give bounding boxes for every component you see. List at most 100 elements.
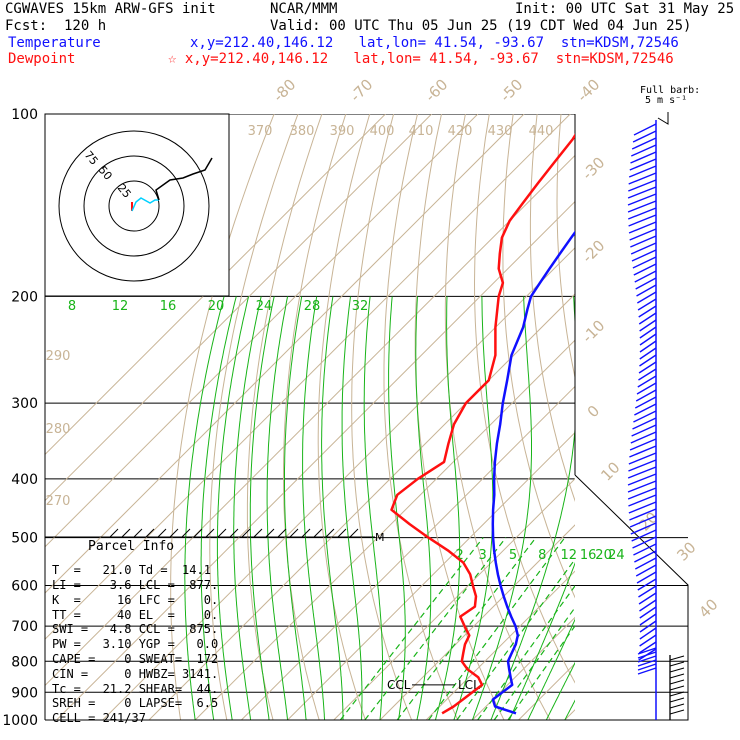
- lower-barb: [669, 661, 685, 667]
- dry-adiabat-line: [583, 114, 740, 720]
- dry-adiabat-line: [681, 114, 740, 720]
- mixing-ratio-label: 3: [478, 548, 486, 563]
- wind-barb: [637, 298, 657, 311]
- hatch-mark: [289, 528, 299, 538]
- moist-adiabat-label: 32: [352, 299, 369, 314]
- wind-barb: [637, 659, 657, 667]
- hatch-mark: [277, 528, 287, 538]
- isotherm-line: [45, 114, 571, 640]
- mixing-ratio-label: 12: [561, 548, 578, 563]
- parcel-info-row: LI = 3.6 LCL = 877.: [52, 578, 219, 592]
- moist-adiabat-line: [284, 296, 307, 720]
- wind-barb: [627, 487, 657, 500]
- moist-adiabat-line: [363, 296, 383, 720]
- isobar-label: 500: [11, 531, 38, 547]
- wind-barb: [639, 340, 657, 353]
- mixing-ratio-line: [364, 537, 507, 720]
- hatch-mark: [241, 528, 251, 538]
- wind-barb: [629, 445, 657, 458]
- dry-adiabat-line: [705, 114, 740, 720]
- moist-adiabat-line: [200, 296, 237, 720]
- wind-barb: [638, 641, 657, 654]
- lower-barb: [669, 673, 685, 679]
- theta-label: 280: [46, 422, 71, 437]
- isotherm-label: -10: [578, 316, 608, 346]
- isotherm-label: -60: [421, 75, 451, 105]
- wind-barb: [630, 522, 657, 535]
- moist-adiabat-label: 24: [256, 299, 273, 314]
- isotherm-label: -30: [578, 153, 608, 183]
- isotherm-label: -70: [346, 75, 376, 105]
- parcel-info-row: TT = 40 EL = 0.: [52, 608, 219, 622]
- isobar-label: 100: [11, 107, 38, 123]
- barb-key-icon: [657, 112, 669, 125]
- moist-adiabat-line: [184, 296, 225, 720]
- temperature-profile: [491, 230, 575, 715]
- wind-barb: [634, 396, 657, 409]
- wind-barb: [638, 312, 657, 325]
- wind-barb: [639, 319, 657, 332]
- wind-barb: [631, 529, 657, 542]
- wind-barb: [632, 536, 657, 549]
- moist-adiabat-line: [302, 296, 326, 720]
- dry-adiabat-line: [170, 114, 275, 720]
- lower-barb: [669, 667, 685, 673]
- header-org: NCAR/MMM: [270, 1, 338, 17]
- moist-adiabat-line: [233, 296, 262, 720]
- mixing-ratio-line: [456, 558, 575, 720]
- wind-barb: [637, 655, 657, 663]
- lower-barb: [669, 691, 685, 697]
- dry-adiabat-line: [317, 114, 371, 720]
- wind-barb: [630, 151, 657, 164]
- isotherm-line: [611, 114, 740, 720]
- dry-adiabat-line: [414, 114, 505, 720]
- moist-adiabat-line: [471, 296, 532, 720]
- wind-barb: [628, 221, 657, 234]
- theta-label: 390: [330, 124, 355, 139]
- isotherm-line: [333, 478, 575, 720]
- isotherm-label: -20: [578, 236, 608, 266]
- wind-barb: [638, 592, 657, 605]
- moist-adiabat-label: 28: [304, 299, 321, 314]
- wind-barb: [628, 179, 657, 192]
- wind-barb: [636, 382, 657, 395]
- parcel-info-row: T = 21.0 Td = 14.1: [52, 563, 211, 577]
- wind-barb: [637, 578, 657, 591]
- wind-barb: [632, 130, 657, 143]
- mixing-ratio-label: 5: [509, 548, 517, 563]
- header-model: CGWAVES 15km ARW-GFS init: [5, 1, 216, 17]
- moist-adiabat-label: 20: [208, 299, 225, 314]
- wind-barb: [639, 347, 657, 360]
- mixing-ratio-line: [493, 606, 575, 720]
- wind-barb: [632, 417, 657, 430]
- wind-barb: [631, 137, 657, 150]
- hatch-mark: [253, 528, 263, 538]
- isotherm-label: 30: [673, 538, 699, 564]
- wind-barb: [635, 277, 657, 290]
- moist-adiabat-line: [453, 296, 494, 720]
- mixing-ratio-line: [477, 584, 575, 720]
- isotherm-line: [241, 385, 575, 720]
- mark-m: M: [375, 531, 385, 544]
- wind-barb: [633, 263, 657, 276]
- wind-barb: [639, 634, 657, 647]
- wind-barb: [635, 389, 657, 402]
- dry-adiabat-line: [502, 114, 575, 599]
- wind-barb: [628, 494, 657, 507]
- wind-barb: [630, 242, 657, 255]
- barb-key-label: Full barb:: [640, 85, 701, 96]
- parcel-info-row: K = 16 LFC = 0.: [52, 593, 219, 607]
- hatch-mark: [205, 528, 215, 538]
- mixing-ratio-line: [339, 537, 484, 720]
- wind-barb: [639, 354, 657, 367]
- moist-adiabat-line: [341, 296, 363, 720]
- lower-barb: [669, 697, 685, 703]
- wind-barb: [631, 424, 657, 437]
- theta-label: 370: [248, 124, 273, 139]
- lcl-label: LCL: [458, 678, 480, 692]
- isotherm-line: [102, 247, 575, 720]
- parcel-info-row: CAPE = 0 SWEAT= 172: [52, 652, 219, 666]
- hodograph-trace-mid: [131, 197, 159, 212]
- wind-barb: [639, 606, 657, 619]
- wind-barb: [628, 501, 657, 514]
